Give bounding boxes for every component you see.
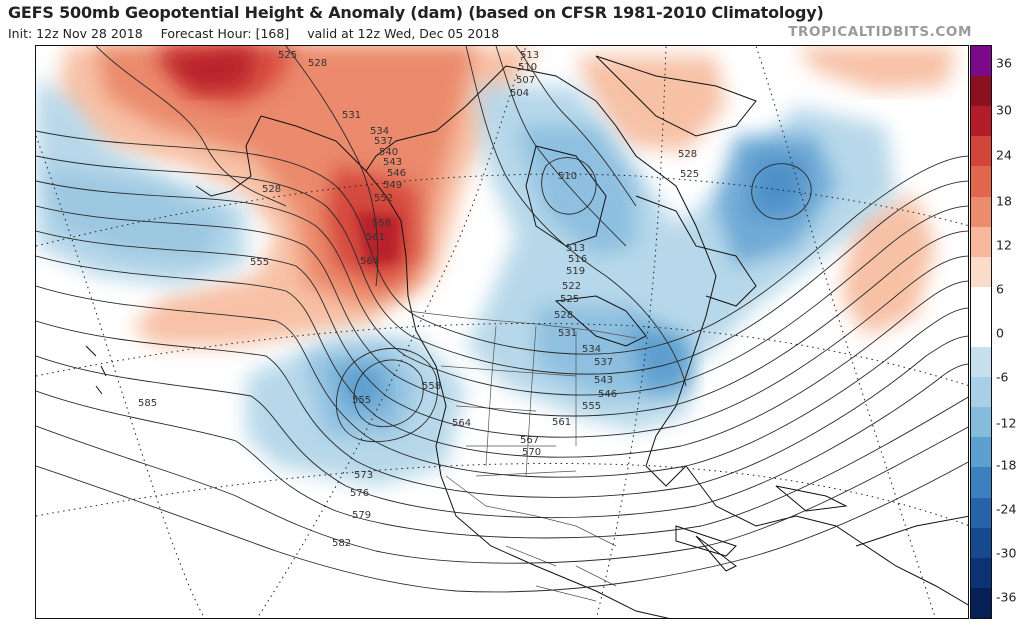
contour-label: 549 (383, 180, 402, 191)
anomaly-colorbar (970, 45, 992, 619)
height-anomaly-map: 525 528 531 534 537 540 543 546 549 552 … (36, 46, 968, 618)
contour-label: 585 (138, 398, 157, 409)
contour-label: 564 (360, 256, 379, 267)
contour-label: 546 (387, 168, 406, 179)
colorbar-segment (971, 527, 991, 559)
colorbar-segment (971, 166, 991, 197)
colorbar-segment (971, 256, 991, 288)
site-brand[interactable]: TROPICALTIDBITS.COM (788, 24, 972, 40)
colorbar-tick-label: -24 (996, 501, 1017, 517)
graticule (36, 46, 968, 618)
colorbar-tick-label: 30 (996, 102, 1012, 118)
valid-time: valid at 12z Wed, Dec 05 2018 (307, 26, 500, 41)
contour-label: 555 (352, 395, 371, 406)
map-subtitle: Init: 12z Nov 28 2018 Forecast Hour: [16… (8, 26, 513, 41)
coastlines (85, 55, 968, 618)
colorbar-segment (971, 106, 991, 137)
contour-label: 525 (560, 294, 579, 305)
colorbar-segment (971, 196, 991, 228)
colorbar-segment (971, 587, 991, 619)
negative-anomaly-shading (36, 76, 896, 486)
contour-label: 543 (594, 375, 613, 386)
contour-label: 558 (422, 381, 441, 392)
colorbar-segment (971, 316, 991, 348)
colorbar-tick-label: -30 (996, 545, 1017, 561)
contour-label: 537 (594, 357, 613, 368)
colorbar-segment (971, 286, 991, 318)
contour-label: 528 (262, 184, 281, 195)
contour-label: 561 (366, 232, 385, 243)
colorbar-segment (971, 46, 991, 77)
contour-labels: 525 528 531 534 537 540 543 546 549 552 … (138, 50, 699, 549)
contour-label: 570 (522, 447, 541, 458)
contour-label: 504 (510, 88, 529, 99)
colorbar-tick-label: 6 (996, 281, 1004, 297)
contour-label: 543 (383, 157, 402, 168)
colorbar-segment (971, 136, 991, 167)
colorbar-tick-label: -6 (996, 369, 1009, 385)
contour-label: 510 (518, 62, 537, 73)
contour-label: 555 (250, 257, 269, 268)
contour-label: 531 (342, 110, 361, 121)
contour-label: 546 (598, 389, 617, 400)
contour-label: 516 (568, 254, 587, 265)
colorbar-tick-label: -18 (996, 457, 1017, 473)
contour-label: 579 (352, 510, 371, 521)
colorbar-tick-label: 0 (996, 325, 1004, 341)
colorbar-segment (971, 557, 991, 589)
contour-label: 552 (374, 193, 393, 204)
colorbar-segment (971, 437, 991, 468)
map-title: GEFS 500mb Geopotential Height & Anomaly… (8, 3, 824, 22)
contour-label: 531 (558, 328, 577, 339)
contour-label: 561 (552, 417, 571, 428)
contour-label: 513 (520, 50, 539, 61)
colorbar-tick-labels: 36 30 24 18 12 6 0 -6 -12 -18 -24 -30 -36 (994, 45, 1024, 619)
contour-label: 528 (554, 310, 573, 321)
contour-label: 534 (582, 344, 601, 355)
colorbar-tick-label: 36 (996, 55, 1012, 71)
contour-label: 555 (582, 401, 601, 412)
height-contours (36, 46, 968, 593)
colorbar-segment (971, 377, 991, 408)
colorbar-segment (971, 407, 991, 438)
contour-label: 525 (680, 169, 699, 180)
contour-label: 522 (562, 281, 581, 292)
political-borders (407, 310, 637, 602)
contour-label: 537 (374, 136, 393, 147)
contour-label: 525 (278, 50, 297, 61)
contour-label: 528 (308, 58, 327, 69)
contour-label: 576 (350, 488, 369, 499)
contour-label: 582 (332, 538, 351, 549)
contour-label: 519 (566, 266, 585, 277)
colorbar-tick-label: -12 (996, 415, 1017, 431)
colorbar-tick-label: 18 (996, 193, 1012, 209)
contour-label: 510 (558, 171, 577, 182)
positive-anomaly-shading (56, 46, 956, 346)
colorbar-segment (971, 226, 991, 258)
colorbar-segment (971, 347, 991, 378)
colorbar-tick-label: 12 (996, 237, 1012, 253)
contour-label: 534 (370, 126, 389, 137)
contour-label: 573 (354, 470, 373, 481)
forecast-hour: Forecast Hour: [168] (160, 26, 290, 41)
contour-label: 564 (452, 418, 471, 429)
contour-label: 567 (520, 435, 539, 446)
colorbar-tick-label: 24 (996, 147, 1012, 163)
colorbar-segment (971, 76, 991, 107)
map-panel: 525 528 531 534 537 540 543 546 549 552 … (35, 45, 969, 619)
contour-label: 540 (379, 147, 398, 158)
contour-label: 558 (372, 218, 391, 229)
colorbar-segment (971, 467, 991, 499)
colorbar-segment (971, 497, 991, 529)
contour-label: 528 (678, 149, 697, 160)
contour-label: 507 (516, 75, 535, 86)
init-time: Init: 12z Nov 28 2018 (8, 26, 143, 41)
colorbar-tick-label: -36 (996, 589, 1017, 605)
contour-label: 513 (566, 243, 585, 254)
